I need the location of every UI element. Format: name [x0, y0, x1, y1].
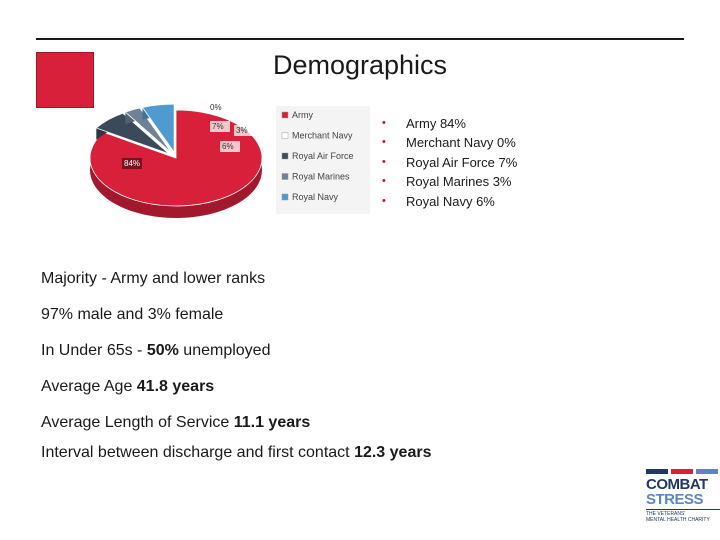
pie-chart: 84% 0% 7% 3%6% Army Merchant Navy Royal Air F… [89, 102, 370, 218]
bullet-icon: • [382, 194, 386, 207]
bullet-icon: • [382, 175, 386, 188]
interval-line: Interval between discharge and first con… [41, 444, 432, 461]
legend-label: Royal Air Force [292, 151, 354, 161]
data-label: 3% [236, 126, 248, 135]
title-rule [36, 38, 684, 40]
legend-label: Merchant Navy [292, 131, 353, 141]
pie-slice [89, 109, 263, 207]
gender-line: 97% male and 3% female [41, 306, 224, 323]
logo-line-1: COMBAT [646, 476, 708, 493]
data-label-background [220, 141, 240, 152]
bullet-item: • Army 84% [382, 114, 517, 133]
pie-slice [95, 112, 170, 155]
legend-swatch [281, 193, 289, 201]
pie-slice [141, 103, 175, 154]
logo-line-2: STRESS [646, 491, 704, 508]
data-label: 84% [124, 159, 140, 168]
legend-background [276, 106, 370, 214]
bullet-item: • Royal Air Force 7% [382, 153, 517, 172]
bullet-item: • Merchant Navy 0% [382, 133, 517, 152]
service-bullet-list: • Army 84% • Merchant Navy 0% • Royal Air F… [382, 114, 517, 211]
legend-swatch [281, 132, 289, 139]
data-label: 6% [222, 142, 234, 151]
data-label-background [234, 125, 254, 136]
legend-swatch [281, 111, 289, 119]
legend-label: Royal Navy [292, 192, 339, 202]
accent-square [36, 52, 94, 108]
bullet-item: • Royal Navy 6% [382, 192, 517, 211]
legend-swatch [281, 152, 289, 160]
service-length-line: Average Length of Service 11.1 years [41, 414, 311, 431]
logo-tagline: THE VETERANS' MENTAL HEALTH CHARITY [646, 509, 720, 523]
pie-slice [124, 107, 172, 153]
combat-stress-logo: COMBAT STRESS THE VETERANS' MENTAL HEALTH… [646, 469, 720, 540]
legend-label: Army [292, 110, 313, 120]
legend-label: Royal Marines [292, 172, 350, 182]
logo-stripes [646, 469, 720, 474]
data-label-background [122, 158, 142, 169]
legend-swatch [281, 173, 289, 180]
bullet-icon: • [382, 117, 386, 129]
bullet-icon: • [382, 155, 386, 168]
average-age-line: Average Age 41.8 years [41, 378, 215, 395]
data-label: 0% [210, 103, 222, 112]
data-label-background [210, 121, 230, 132]
majority-line: Majority - Army and lower ranks [41, 270, 266, 287]
bullet-icon: • [382, 136, 386, 149]
data-label: 7% [212, 122, 224, 131]
unemployment-line: In Under 65s - 50% unemployed [41, 342, 271, 359]
bullet-item: • Royal Marines 3% [382, 172, 517, 191]
data-label-background [208, 102, 228, 113]
page-title: Demographics [272, 50, 448, 80]
